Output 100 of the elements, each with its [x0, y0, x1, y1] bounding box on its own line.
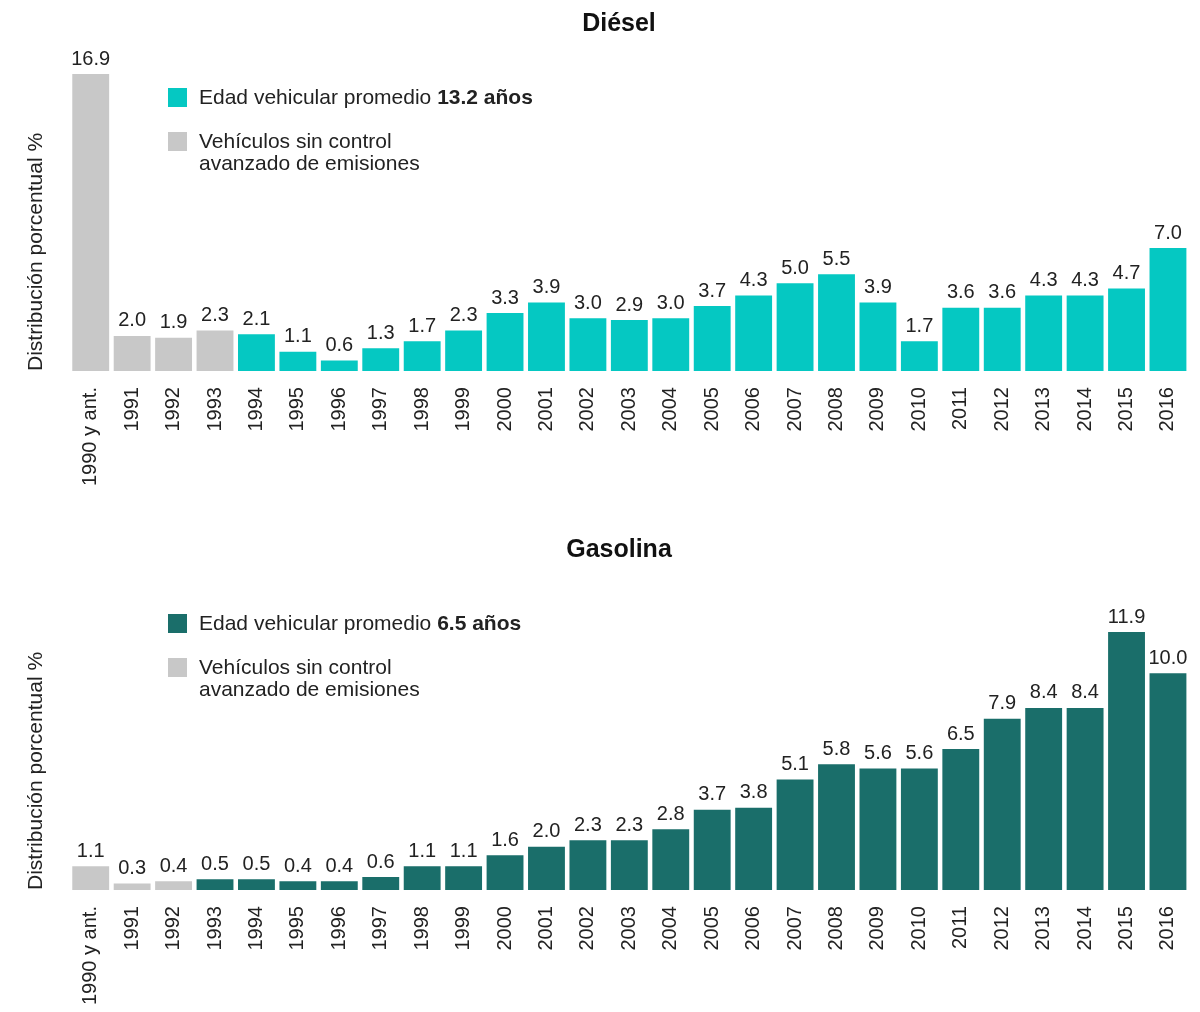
data-label: 2.8 [656, 801, 685, 824]
data-label: 1.9 [159, 310, 188, 333]
bar [693, 809, 731, 891]
data-label: 5.5 [822, 246, 851, 269]
x-tick-label: 1998 [409, 906, 432, 951]
bar [983, 718, 1021, 891]
data-label: 1.3 [366, 320, 395, 343]
x-tick-label: 2010 [906, 906, 929, 951]
x-tick-label: 1999 [451, 387, 474, 432]
bar [238, 879, 275, 891]
x-tick-label: 2004 [658, 906, 681, 951]
data-label: 5.0 [781, 255, 809, 278]
bar [320, 881, 358, 891]
bar [1149, 248, 1187, 372]
bar [155, 881, 193, 891]
data-label: 3.7 [698, 278, 727, 301]
data-label: 2.1 [242, 306, 271, 329]
bar [1066, 707, 1104, 891]
data-label: 16.9 [71, 46, 111, 69]
x-tick-label: 2009 [865, 906, 888, 951]
x-tick-label: 2010 [906, 387, 929, 432]
data-label: 0.5 [242, 851, 271, 874]
x-tick-label: 2015 [1114, 906, 1137, 951]
data-label: 1.1 [283, 324, 312, 347]
data-label: 7.0 [1154, 220, 1182, 243]
bar [1025, 295, 1063, 372]
bar [652, 829, 690, 891]
bar [942, 307, 980, 372]
x-tick-label: 1993 [202, 387, 225, 432]
bar [818, 274, 855, 372]
x-tick-label: 2003 [616, 906, 639, 951]
x-tick-label: 2000 [492, 387, 515, 432]
bar [859, 768, 897, 891]
bar [113, 883, 151, 891]
x-tick-label: 2004 [658, 387, 681, 432]
x-tick-label: 2012 [989, 906, 1012, 951]
x-tick-label: 1996 [326, 906, 349, 951]
data-label: 2.3 [615, 812, 644, 835]
bar [238, 334, 275, 372]
x-tick-label: 2000 [492, 906, 515, 951]
bar [1108, 288, 1145, 372]
bar [900, 341, 938, 372]
data-label: 1.7 [905, 313, 934, 336]
x-tick-label: 2001 [533, 906, 556, 951]
x-tick-label: 1992 [161, 906, 184, 951]
bar [320, 360, 358, 372]
bar [942, 749, 980, 891]
x-tick-label: 2002 [575, 387, 598, 432]
data-label: 10.0 [1148, 645, 1188, 668]
bar [279, 351, 317, 372]
bar [486, 855, 524, 891]
legend-label: Vehículos sin control avanzado de emisiones [199, 129, 420, 174]
data-label: 3.6 [988, 280, 1017, 303]
data-label: 1.6 [491, 827, 519, 850]
data-label: 8.4 [1071, 680, 1099, 703]
bar [445, 330, 483, 372]
x-tick-label: 2002 [575, 906, 598, 951]
x-tick-label: 2011 [948, 387, 971, 431]
x-tick-label: 1990 y ant. [78, 906, 101, 1005]
data-label: 2.0 [118, 308, 147, 331]
x-tick-label: 2015 [1114, 387, 1137, 432]
data-label: 0.6 [325, 333, 354, 356]
bar [1066, 295, 1104, 372]
bar [776, 779, 814, 891]
x-tick-label: 2008 [824, 387, 847, 432]
data-label: 8.4 [1029, 680, 1058, 703]
legend-label: Edad vehicular promedio 6.5 años [199, 611, 522, 634]
bar [652, 318, 690, 372]
x-tick-label: 1994 [243, 906, 266, 951]
x-tick-label: 1991 [119, 906, 142, 951]
x-tick-label: 1999 [451, 906, 474, 951]
x-tick-label: 1997 [368, 387, 391, 432]
x-tick-label: 2006 [741, 387, 764, 432]
data-label: 5.6 [905, 741, 934, 764]
data-label: 4.3 [1071, 267, 1099, 290]
bar [72, 866, 110, 891]
data-label: 3.0 [574, 290, 602, 313]
x-tick-label: 2001 [533, 387, 556, 432]
bar [155, 337, 193, 372]
chart-title: Gasolina [565, 534, 673, 562]
bar [362, 348, 400, 372]
data-label: 3.9 [864, 275, 892, 297]
legend-label: Edad vehicular promedio 13.2 años [199, 85, 533, 108]
x-tick-label: 2016 [1155, 906, 1178, 951]
x-tick-label: 1991 [119, 387, 142, 432]
legend-label: Vehículos sin control avanzado de emisiones [199, 655, 420, 700]
data-label: 1.7 [408, 313, 437, 336]
bar [1149, 673, 1187, 891]
x-tick-label: 2014 [1072, 387, 1095, 432]
bar [1025, 707, 1063, 891]
bar [1108, 632, 1145, 891]
data-label: 2.9 [615, 292, 644, 315]
x-tick-label: 1990 y ant. [78, 387, 101, 486]
data-label: 0.4 [325, 853, 354, 876]
data-label: 1.1 [76, 838, 105, 861]
data-label: 11.9 [1107, 604, 1146, 627]
data-label: 0.4 [159, 853, 188, 876]
bar [569, 318, 607, 372]
bar [859, 302, 897, 372]
data-label: 6.5 [946, 721, 975, 744]
